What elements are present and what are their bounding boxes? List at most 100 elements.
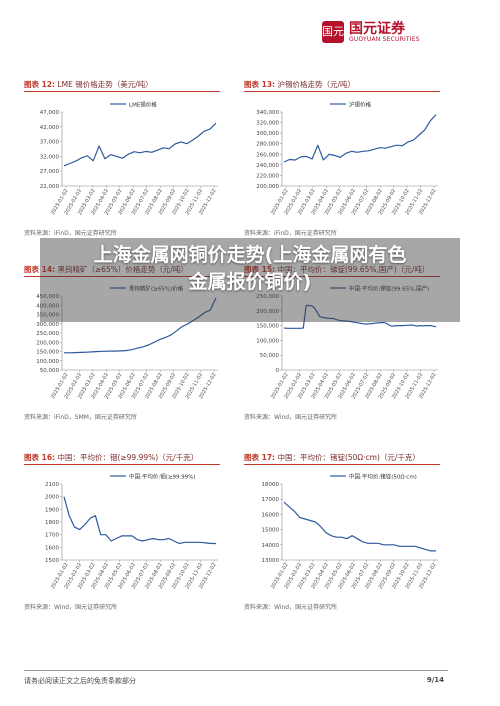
- series-line: [283, 114, 437, 163]
- y-tick-label: 280,000: [256, 142, 279, 148]
- figure-number: 图表 14:: [24, 265, 56, 274]
- series-line: [64, 297, 217, 354]
- overlay-title: 上海金属网铜价走势(上海金属网有色 金属报价铜价): [40, 242, 460, 296]
- y-tick-label: 2000: [45, 495, 59, 501]
- legend-label: 中国:平均价:铟(≥99.99%): [129, 473, 196, 481]
- figure-number: 图表 13:: [244, 80, 276, 89]
- y-tick-label: 50,000: [260, 353, 280, 359]
- legend-label: 黑钨精矿(≥65%)价格: [129, 285, 184, 293]
- figure-14-source: 资料来源：iFinD，SMM，国元证券研究所: [24, 414, 137, 421]
- y-tick-label: 200,000: [36, 340, 59, 346]
- figure-16-source: 资料来源：Wind，国元证券研究所: [24, 604, 118, 611]
- figure-16-title: 图表 16: 中国：平均价：铟(≥99.99%)（元/千克）: [24, 452, 198, 463]
- figure-caption: 中国：平均价：锑锭(99.65%,国产)（元/吨）: [277, 265, 430, 274]
- y-tick-label: 17000: [262, 497, 280, 503]
- figure-13-source: 资料来源：iFinD，国元证券研究所: [244, 230, 337, 237]
- brand-logo: 国元 国元证券 GUOYUAN SECURITIES: [322, 18, 442, 52]
- logo-mark: 国元: [322, 21, 344, 43]
- y-tick-label: 200,000: [256, 184, 279, 190]
- y-tick-label: 1600: [45, 545, 59, 551]
- figure-caption: 沪锡价格走势（元/吨）: [277, 80, 355, 89]
- brand-name-cn: 国元证券: [349, 21, 405, 37]
- y-tick-label: 450,000: [36, 294, 59, 300]
- y-tick-label: 18000: [262, 482, 280, 488]
- footer-rule: [24, 670, 448, 671]
- shfe-tin-chart: 沪锡价格 200,000 220,000 240,000 260,000 280,000 3…: [256, 101, 438, 216]
- legend-label: 中国:平均价:锑锭(99.65%,国产): [349, 285, 429, 293]
- figure-15-title: 图表 15: 中国：平均价：锑锭(99.65%,国产)（元/吨）: [244, 264, 429, 275]
- y-tick-label: 2100: [45, 482, 59, 488]
- y-tick-label: 1900: [45, 507, 59, 513]
- y-tick-label: 150,000: [36, 350, 59, 356]
- antimony-chart: 中国:平均价:锑锭(99.65%,国产) 0 50,000 100,000 150,00…: [256, 285, 438, 400]
- y-tick-label: 42,000: [40, 125, 60, 131]
- y-tick-label: 15000: [262, 528, 280, 534]
- legend-label: LME锡价格: [129, 101, 157, 109]
- figure-caption: LME 锡价格走势（美元/吨）: [57, 80, 153, 89]
- overlay-line-2: 金属报价铜价): [188, 271, 312, 293]
- overlay-line-1: 上海金属网铜价走势(上海金属网有色: [93, 244, 407, 266]
- figure-12-source: 资料来源：iFinD，国元证券研究所: [24, 230, 117, 237]
- figure-caption: 中国：平均价：铟(≥99.99%)（元/千克）: [57, 453, 199, 462]
- footer-disclaimer: 请务必阅读正文之后的免责条款部分: [24, 677, 136, 685]
- indium-chart: 中国:平均价:铟(≥99.99%) 1500 1600 1700 1800 1900 200…: [45, 473, 218, 590]
- figure-17-title: 图表 17: 中国：平均价：锗锭(50Ω·cm)（元/千克）: [244, 452, 420, 463]
- figure-17-source: 资料来源：Wind，国元证券研究所: [244, 604, 338, 611]
- y-tick-label: 250,000: [36, 331, 59, 337]
- germanium-chart: 中国:平均价:锗锭(50Ω·cm) 13000 14000 15000 16000 170…: [262, 473, 438, 590]
- series-line: [283, 501, 436, 552]
- title-rule: [244, 464, 440, 465]
- figure-number: 图表 17:: [244, 453, 276, 462]
- legend-label: 沪锡价格: [349, 101, 372, 109]
- y-tick-label: 0: [276, 368, 280, 374]
- title-rule: [244, 91, 440, 92]
- y-tick-label: 150,000: [256, 324, 279, 330]
- legend-label: 中国:平均价:锗锭(50Ω·cm): [349, 473, 417, 481]
- y-tick-label: 340,000: [256, 110, 279, 116]
- tungsten-chart: 黑钨精矿(≥65%)价格 50,000 100,000 150,000 200,000 2…: [36, 285, 218, 400]
- y-tick-label: 300,000: [36, 322, 59, 328]
- figure-number: 图表 16:: [24, 453, 56, 462]
- figure-15-source: 资料来源：Wind，国元证券研究所: [244, 414, 338, 421]
- y-tick-label: 350,000: [36, 313, 59, 319]
- figure-number: 图表 15:: [244, 265, 276, 274]
- y-tick-label: 200,000: [256, 309, 279, 315]
- y-tick-label: 220,000: [256, 173, 279, 179]
- y-tick-label: 1700: [45, 533, 59, 539]
- y-tick-label: 37,000: [40, 140, 60, 146]
- figure-number: 图表 12:: [24, 80, 56, 89]
- y-tick-label: 16000: [262, 512, 280, 518]
- figure-13-title: 图表 13: 沪锡价格走势（元/吨）: [244, 79, 355, 90]
- y-tick-label: 47,000: [40, 110, 60, 116]
- y-tick-label: 400,000: [36, 303, 59, 309]
- title-rule: [24, 276, 220, 277]
- title-rule: [24, 91, 220, 92]
- y-tick-label: 32,000: [40, 154, 60, 160]
- y-tick-label: 1500: [45, 558, 59, 564]
- y-tick-label: 50,000: [40, 368, 60, 374]
- figure-12-title: 图表 12: LME 锡价格走势（美元/吨）: [24, 79, 153, 90]
- y-tick-label: 300,000: [256, 131, 279, 137]
- y-tick-label: 13000: [262, 558, 280, 564]
- figure-caption: 黑钨精矿（≥65%）价格走势（元/吨）: [57, 265, 188, 274]
- title-rule: [244, 276, 440, 277]
- y-tick-label: 250,000: [256, 294, 279, 300]
- y-tick-label: 14000: [262, 543, 280, 549]
- y-tick-label: 240,000: [256, 163, 279, 169]
- y-tick-label: 22,000: [40, 184, 60, 190]
- overlay-banner: [40, 238, 460, 322]
- y-tick-label: 100,000: [256, 338, 279, 344]
- y-tick-label: 100,000: [36, 359, 59, 365]
- y-tick-label: 320,000: [256, 121, 279, 127]
- figure-14-title: 图表 14: 黑钨精矿（≥65%）价格走势（元/吨）: [24, 264, 188, 275]
- y-tick-label: 260,000: [256, 152, 279, 158]
- y-tick-label: 27,000: [40, 169, 60, 175]
- series-line: [63, 122, 217, 167]
- title-rule: [24, 464, 220, 465]
- figure-caption: 中国：平均价：锗锭(50Ω·cm)（元/千克）: [277, 453, 420, 462]
- brand-name-en: GUOYUAN SECURITIES: [349, 36, 420, 43]
- series-line: [283, 304, 437, 329]
- series-line: [63, 496, 216, 545]
- y-tick-label: 1800: [45, 520, 59, 526]
- page-number: 9/14: [426, 676, 444, 684]
